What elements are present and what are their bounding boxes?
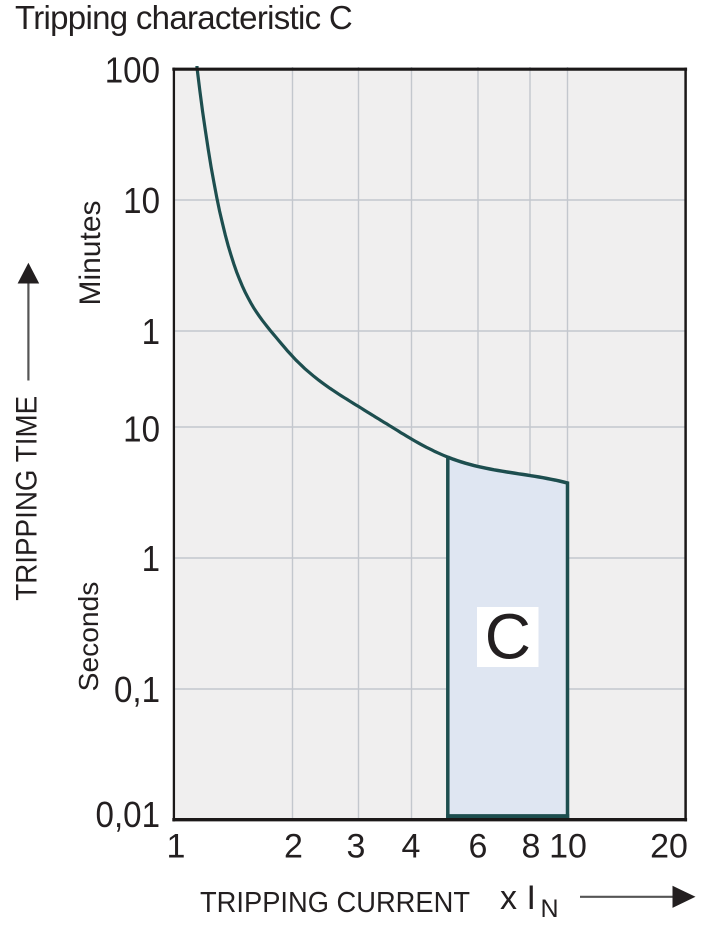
svg-text:10: 10 xyxy=(123,181,160,222)
svg-text:TRIPPING TIME: TRIPPING TIME xyxy=(11,396,44,601)
svg-text:1: 1 xyxy=(142,539,160,580)
svg-text:0,1: 0,1 xyxy=(114,670,160,711)
svg-text:8: 8 xyxy=(522,828,541,866)
svg-text:10: 10 xyxy=(123,409,160,450)
svg-text:Minutes: Minutes xyxy=(74,200,107,305)
svg-text:0,01: 0,01 xyxy=(96,795,160,836)
svg-text:4: 4 xyxy=(402,828,421,866)
svg-text:10: 10 xyxy=(549,828,587,866)
svg-text:1: 1 xyxy=(167,828,186,866)
svg-text:20: 20 xyxy=(650,828,688,866)
svg-text:Tripping characteristic C: Tripping characteristic C xyxy=(15,0,352,36)
svg-text:Seconds: Seconds xyxy=(72,582,104,692)
svg-text:2: 2 xyxy=(284,828,303,866)
svg-text:1: 1 xyxy=(142,312,160,353)
svg-text:100: 100 xyxy=(105,50,160,91)
svg-text:TRIPPING CURRENT: TRIPPING CURRENT xyxy=(200,887,470,919)
svg-text:x I: x I xyxy=(500,879,536,917)
svg-text:N: N xyxy=(541,895,559,923)
svg-text:6: 6 xyxy=(469,828,488,866)
svg-text:3: 3 xyxy=(347,828,366,866)
svg-text:C: C xyxy=(485,601,531,673)
